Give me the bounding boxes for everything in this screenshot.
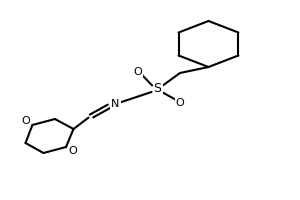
Text: O: O bbox=[21, 116, 30, 126]
Text: O: O bbox=[68, 146, 77, 156]
Text: S: S bbox=[154, 82, 161, 95]
Text: O: O bbox=[134, 67, 142, 77]
Text: N: N bbox=[111, 99, 120, 109]
Text: O: O bbox=[176, 98, 184, 108]
